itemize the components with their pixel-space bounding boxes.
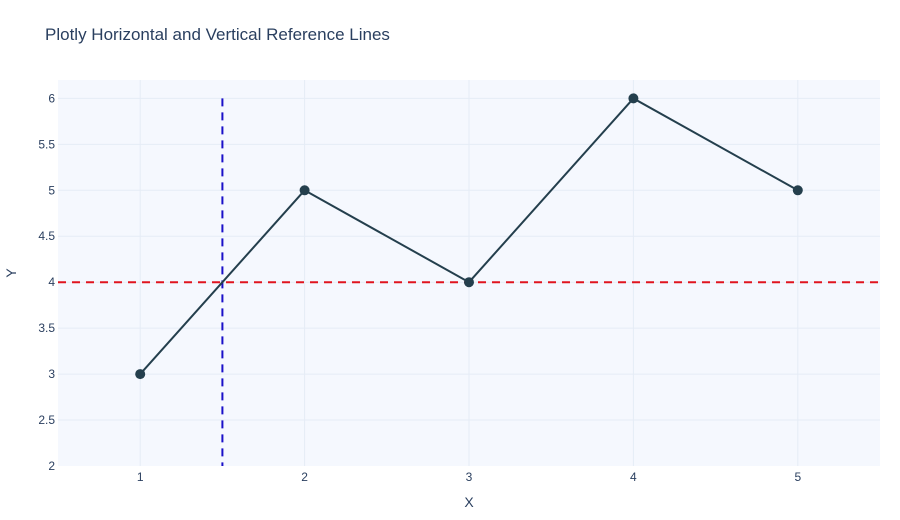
- x-tick-label: 2: [301, 470, 308, 484]
- x-tick-label: 4: [630, 470, 637, 484]
- x-tick-label: 3: [466, 470, 473, 484]
- gridlines: [58, 80, 880, 466]
- y-tick-label: 3: [48, 367, 55, 381]
- y-tick-label: 2: [48, 459, 55, 473]
- data-series: [135, 93, 803, 380]
- y-tick-label: 6: [48, 91, 55, 105]
- data-point-marker: [628, 93, 639, 104]
- data-point-marker: [135, 369, 146, 380]
- chart-title: Plotly Horizontal and Vertical Reference…: [45, 25, 390, 44]
- y-tick-label: 3.5: [38, 321, 55, 335]
- y-tick-label: 4.5: [38, 229, 55, 243]
- axis-ticks: 1 2 3 4 5 2 2.5 3 3.5 4 4.5 5 5.5 6: [38, 91, 801, 484]
- y-tick-label: 4: [48, 275, 55, 289]
- x-axis-title: X: [464, 494, 474, 510]
- y-tick-label: 5: [48, 183, 55, 197]
- data-point-marker: [299, 185, 310, 196]
- data-point-marker: [464, 277, 474, 288]
- x-tick-label: 1: [137, 470, 144, 484]
- y-tick-label: 5.5: [38, 137, 55, 151]
- data-point-marker: [792, 185, 803, 196]
- x-tick-label: 5: [794, 470, 801, 484]
- y-axis-title: Y: [3, 268, 19, 278]
- y-tick-label: 2.5: [38, 413, 55, 427]
